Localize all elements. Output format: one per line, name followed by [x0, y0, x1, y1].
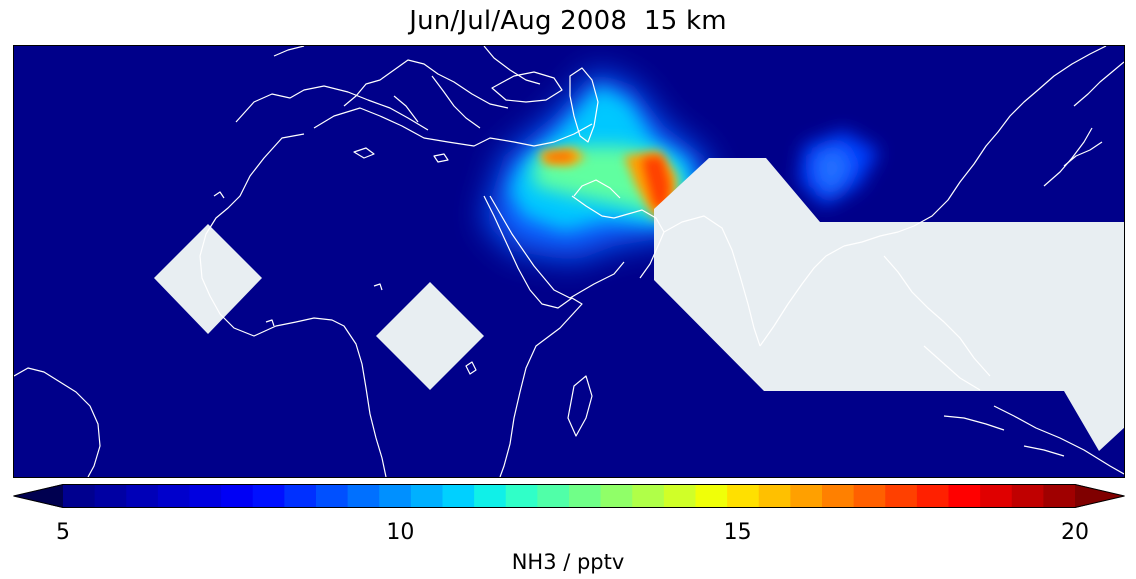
map-svg: [14, 46, 1124, 477]
missing-data-central-africa: [376, 282, 484, 390]
colorbar-swatch: [537, 484, 570, 508]
colorbar-tick-label: 20: [1061, 520, 1089, 545]
colorbar-label: NH3 / pptv: [511, 550, 625, 574]
colorbar-swatch: [916, 484, 950, 508]
colorbar-swatch: [822, 484, 855, 508]
colorbar-swatch: [347, 484, 380, 508]
colorbar-outline: [13, 484, 1125, 508]
colorbar-tick-label: 15: [723, 520, 752, 545]
colorbar-swatch: [410, 484, 444, 508]
colorbar-swatch: [695, 484, 728, 508]
colorbar-swatch: [157, 484, 191, 508]
colorbar-swatch: [980, 484, 1013, 508]
colorbar-swatch: [316, 484, 349, 508]
colorbar-swatch: [94, 484, 127, 508]
colorbar-swatch: [853, 484, 886, 508]
colorbar-extend-low: [13, 484, 63, 508]
colorbar-swatch: [948, 484, 981, 508]
colorbar-swatch: [379, 484, 412, 508]
colorbar-swatch: [569, 484, 602, 508]
colorbar-svg: [13, 484, 1125, 508]
colorbar-swatch: [126, 484, 159, 508]
colorbar-swatch: [727, 484, 760, 508]
missing-data-west-africa: [154, 224, 262, 334]
colorbar-swatch: [663, 484, 697, 508]
colorbar-tick-label: 10: [386, 520, 415, 545]
colorbar-swatch: [758, 484, 791, 508]
colorbar-swatch: [1043, 484, 1076, 508]
map-plot-area: [13, 45, 1125, 478]
colorbar-swatch: [632, 484, 665, 508]
colorbar-swatch: [474, 484, 507, 508]
colorbar-swatch: [63, 484, 96, 508]
colorbar-swatch: [284, 484, 317, 508]
colorbar-swatch: [252, 484, 285, 508]
map-title: Jun/Jul/Aug 2008 15 km: [409, 6, 727, 36]
missing-data-regions: [154, 158, 1124, 451]
colorbar-swatch: [505, 484, 538, 508]
colorbar-swatch: [1011, 484, 1044, 508]
colorbar-swatch: [600, 484, 633, 508]
colorbar-extend-high: [1075, 484, 1125, 508]
colorbar-swatch: [221, 484, 254, 508]
colorbar-swatch: [790, 484, 823, 508]
colorbar-swatch: [189, 484, 222, 508]
colorbar-swatch: [442, 484, 475, 508]
colorbar-swatch: [885, 484, 918, 508]
colorbar: [13, 484, 1125, 512]
coastlines: [14, 46, 1124, 477]
colorbar-tick-label: 5: [56, 520, 70, 545]
missing-data-asia: [654, 158, 1124, 451]
